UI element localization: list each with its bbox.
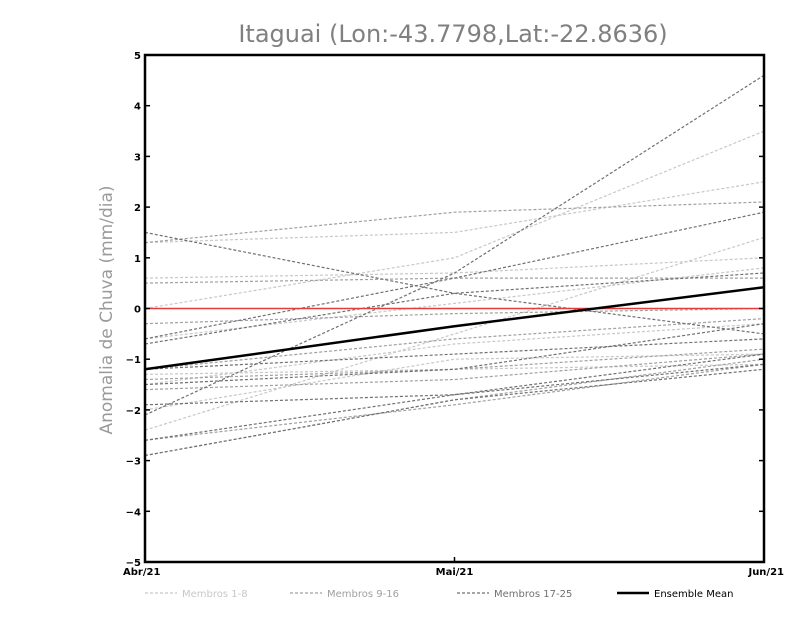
member-line-g1-8: [144, 363, 765, 375]
member-line-g2-5: [144, 348, 765, 381]
member-lines: [144, 74, 765, 457]
member-line-g3-6: [144, 323, 765, 386]
y-axis: 5 4 3 2 1 0 −1 −2 −3 −4 −5: [126, 51, 764, 569]
ensemble-mean-line: [144, 285, 765, 371]
x-tick-label: Jun/21: [747, 567, 784, 578]
member-line-g3-8: [144, 363, 765, 441]
y-tick-label: 5: [134, 51, 141, 62]
chart-title: Itaguai (Lon:-43.7798,Lat:-22.8636): [238, 20, 667, 48]
member-line-g2-7: [144, 363, 765, 441]
member-line-g2-1: [144, 201, 765, 244]
member-line-g3-4: [144, 272, 765, 345]
member-line-g3-1: [144, 231, 765, 335]
member-line-g1-5: [144, 323, 765, 386]
y-tick-label: −1: [126, 355, 141, 366]
y-tick-label: −3: [126, 457, 141, 468]
member-line-g1-2: [144, 257, 765, 279]
legend-label: Membros 9-16: [327, 589, 399, 600]
legend-label: Ensemble Mean: [654, 589, 733, 600]
y-tick-label: −2: [126, 406, 141, 417]
member-line-g2-4: [144, 318, 765, 370]
member-line-g2-3: [144, 307, 765, 325]
legend-label: Membros 17-25: [494, 589, 572, 600]
y-tick-label: −4: [126, 507, 141, 518]
legend: Membros 1-8 Membros 9-16 Membros 17-25 Ense…: [145, 589, 733, 600]
member-line-g3-7: [144, 353, 765, 406]
member-line-g1-7: [144, 236, 765, 431]
y-tick-label: 0: [134, 305, 141, 316]
x-tick-label: Abr/21: [123, 567, 160, 578]
ensemble-mean-polyline: [144, 285, 765, 371]
y-tick-label: 3: [134, 152, 141, 163]
y-tick-label: 2: [134, 203, 141, 214]
x-axis: Abr/21 Mai/21 Jun/21: [123, 557, 784, 578]
x-tick-label: Mai/21: [436, 567, 474, 578]
member-line-g3-5: [144, 338, 765, 370]
y-tick-label: 4: [134, 102, 141, 113]
member-line-g2-2: [144, 277, 764, 284]
member-line-g3-2: [144, 74, 765, 416]
y-tick-label: −5: [126, 558, 141, 569]
legend-label: Membros 1-8: [182, 589, 248, 600]
member-line-g2-8: [144, 358, 765, 457]
member-line-g3-9: [144, 368, 765, 457]
member-line-g1-3: [144, 130, 765, 310]
member-line-g1-4: [144, 267, 765, 340]
member-line-g3-3: [144, 211, 765, 340]
y-tick-label: 1: [134, 254, 141, 265]
member-line-g2-6: [144, 353, 765, 391]
y-axis-label: Anomalia de Chuva (mm/dia): [97, 185, 117, 434]
